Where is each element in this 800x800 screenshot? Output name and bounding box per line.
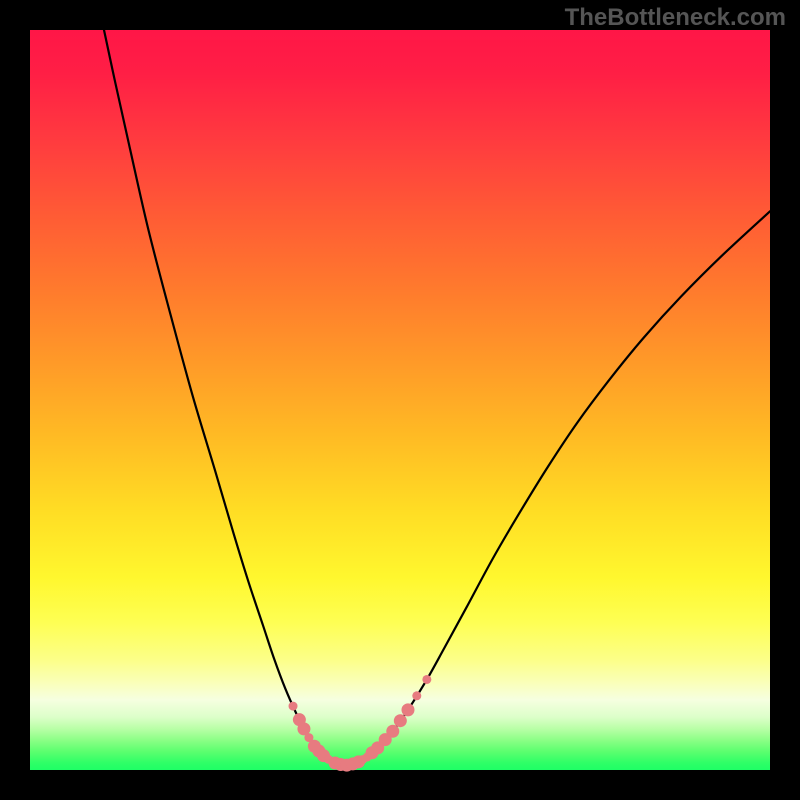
curve-marker — [386, 725, 399, 738]
curve-marker — [401, 703, 414, 716]
curve-marker — [394, 714, 407, 727]
chart-svg — [0, 0, 800, 800]
plot-background — [30, 30, 770, 770]
curve-marker — [412, 691, 421, 700]
chart-container: TheBottleneck.com — [0, 0, 800, 800]
watermark-text: TheBottleneck.com — [565, 4, 786, 32]
curve-marker — [289, 702, 298, 711]
curve-marker — [422, 675, 431, 684]
